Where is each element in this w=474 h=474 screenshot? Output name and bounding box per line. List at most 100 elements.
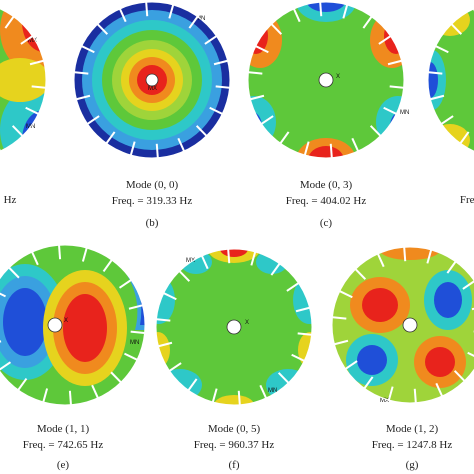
- rim-slot: [162, 291, 177, 301]
- rim-slot: [344, 360, 358, 371]
- panel-label: (g): [406, 459, 419, 471]
- rim-slot: [383, 106, 398, 116]
- rim-slot: [16, 377, 28, 392]
- rim-slot: [157, 341, 173, 348]
- freq-fragment: Hz: [4, 194, 17, 206]
- mode-caption: Mode (0, 3): [300, 179, 353, 191]
- rim-slot: [270, 262, 281, 276]
- rim-slot: [7, 266, 20, 279]
- rim-slot: [467, 351, 474, 357]
- marker: X: [336, 74, 340, 80]
- marker: MN: [400, 110, 409, 116]
- rim-slot: [427, 71, 443, 75]
- disc-outline: [0, 8, 47, 152]
- rim-slot: [237, 390, 241, 406]
- rim-slot: [319, 1, 323, 17]
- rim-slot: [145, 1, 149, 17]
- rim-slot: [213, 59, 229, 66]
- rim-slot: [249, 94, 265, 101]
- rim-slot: [178, 269, 191, 282]
- rim-slot: [260, 115, 274, 126]
- disc-outline: [155, 248, 313, 406]
- rim-slot: [124, 352, 139, 362]
- rim-slot: [333, 339, 349, 346]
- panel-label: (e): [57, 459, 70, 471]
- rim-slot: [227, 248, 231, 264]
- rim-slot: [105, 131, 116, 145]
- rim-slot: [155, 318, 171, 322]
- marker: MX: [186, 258, 195, 264]
- rim-slot: [429, 94, 445, 101]
- rim-slot: [331, 316, 347, 320]
- mode-disc: [74, 2, 230, 158]
- rim-slot: [168, 3, 175, 19]
- rim-slot: [434, 44, 449, 54]
- rim-slot: [31, 85, 47, 89]
- rim-slot: [426, 248, 433, 264]
- rim-slot: [30, 250, 39, 266]
- disc-outline: [0, 244, 146, 406]
- rim-slot: [450, 22, 463, 35]
- rim-slot: [453, 370, 466, 383]
- rim-slot: [387, 386, 394, 402]
- rim-slot: [130, 330, 146, 335]
- marker: MN: [268, 388, 277, 394]
- marker: MN: [130, 340, 139, 346]
- rim-slot: [102, 258, 114, 273]
- disc-outline: [247, 1, 405, 159]
- rim-slot: [110, 371, 123, 384]
- rim-slot: [291, 353, 306, 363]
- disc-outline: [427, 8, 474, 152]
- panel-label: (c): [320, 217, 333, 229]
- rim-slot: [387, 59, 403, 66]
- rim-slot: [259, 384, 268, 400]
- freq-caption: Freq. = 404.02 Hz: [286, 195, 367, 207]
- rim-slot: [247, 71, 263, 75]
- rim-slot: [187, 378, 198, 392]
- rim-slot: [270, 22, 283, 35]
- rim-slot: [403, 246, 407, 262]
- freq-fragment: Freq: [460, 194, 474, 206]
- rim-slot: [351, 137, 360, 153]
- rim-slot: [11, 125, 24, 138]
- rim-slot: [4, 15, 15, 29]
- rim-slot: [75, 94, 91, 101]
- rim-slot: [295, 306, 311, 313]
- rim-slot: [303, 141, 310, 157]
- rim-slot: [286, 281, 300, 292]
- rim-slot: [362, 15, 373, 29]
- freq-caption: Freq. = 319.33 Hz: [112, 195, 193, 207]
- rim-slot: [80, 44, 95, 54]
- rim-slot: [369, 125, 382, 138]
- rim-slot: [459, 131, 470, 145]
- rim-slot: [462, 280, 474, 290]
- mode-caption: Mode (1, 2): [386, 423, 439, 435]
- rim-slot: [0, 292, 6, 298]
- freq-caption: Freq. = 960.37 Hz: [194, 439, 275, 451]
- rim-slot: [329, 143, 333, 159]
- rim-slot: [342, 3, 349, 19]
- rim-slot: [25, 106, 40, 116]
- rim-slot: [195, 125, 208, 138]
- rim-slot: [204, 34, 218, 45]
- rim-slot: [279, 131, 290, 145]
- rim-slot: [0, 361, 12, 371]
- freq-caption: Freq. = 1247.8 Hz: [372, 439, 453, 451]
- rim-slot: [42, 388, 49, 404]
- panel-label: (f): [229, 459, 240, 471]
- rim-slot: [168, 362, 182, 373]
- rim-slot: [354, 267, 367, 280]
- rim-slot: [435, 382, 444, 398]
- rim-slot: [215, 85, 231, 89]
- rim-slot: [446, 260, 457, 274]
- mode-caption: Mode (1, 1): [37, 423, 90, 435]
- rim-slot: [81, 246, 88, 262]
- rim-slot: [200, 254, 209, 270]
- marker: MX: [148, 86, 157, 92]
- rim-slot: [297, 332, 313, 336]
- rim-slot: [292, 7, 301, 23]
- rim-slot: [86, 115, 100, 126]
- rim-slot: [57, 244, 62, 260]
- mode-caption: Mode (0, 0): [126, 179, 179, 191]
